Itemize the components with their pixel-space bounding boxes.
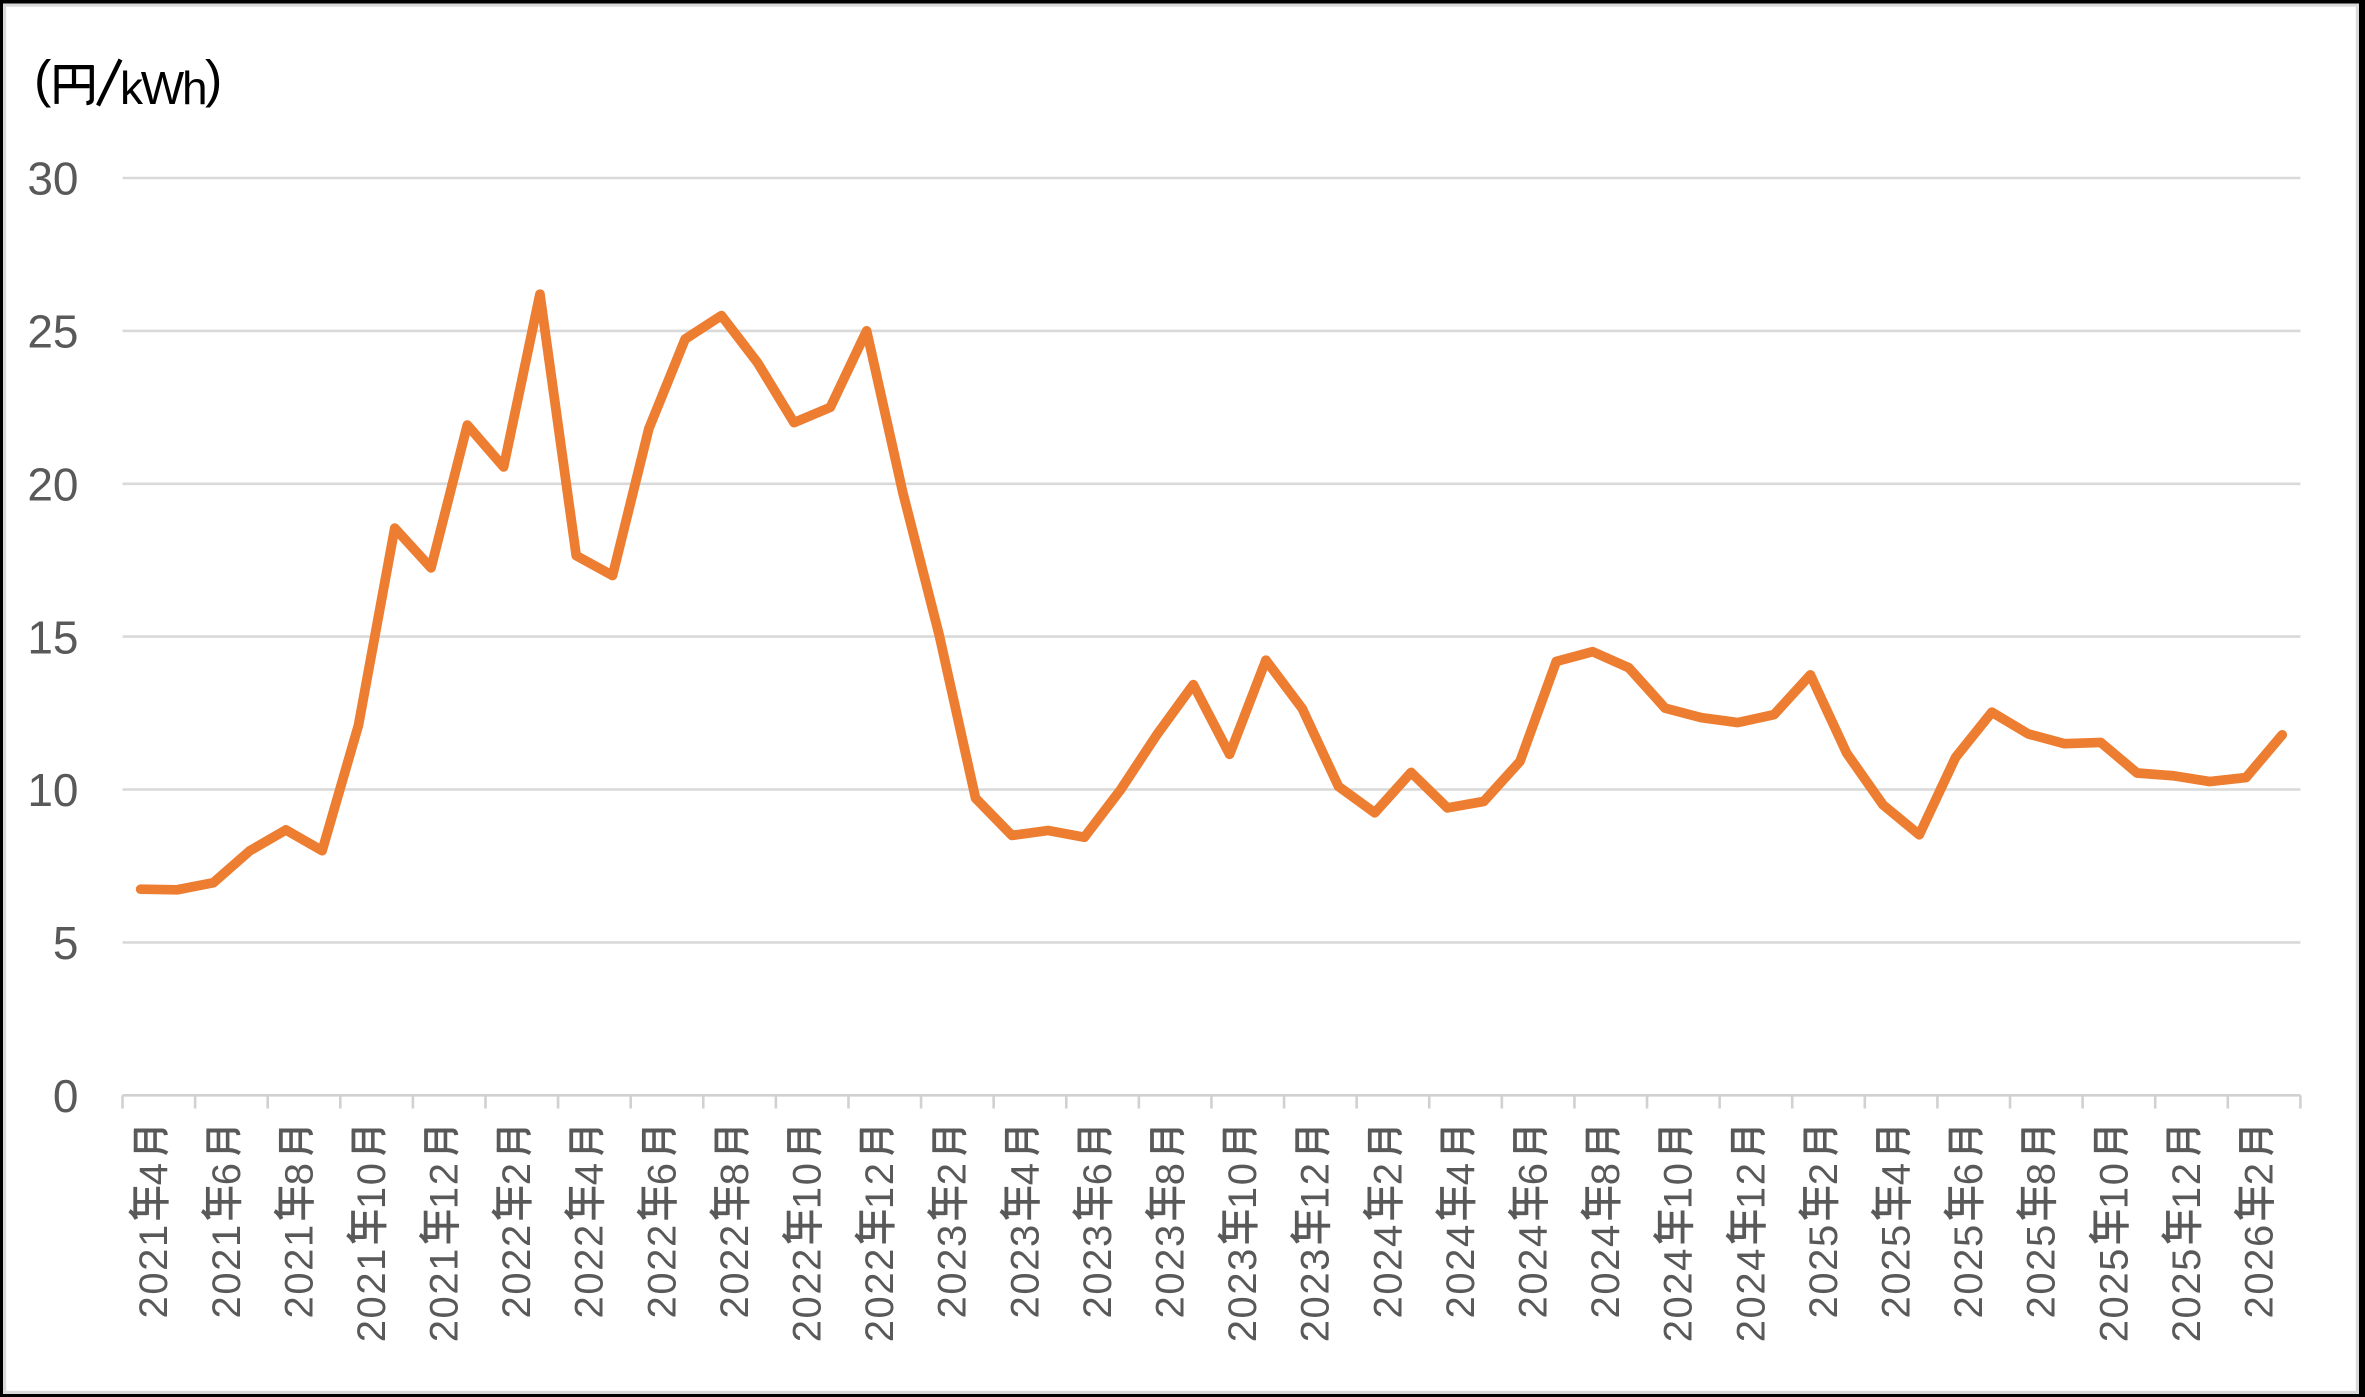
svg-text:12: 12 xyxy=(423,1161,467,1209)
svg-text:4: 4 xyxy=(132,1161,176,1185)
svg-text:8: 8 xyxy=(277,1161,321,1185)
svg-text:2023: 2023 xyxy=(931,1223,975,1318)
svg-text:): ) xyxy=(205,51,222,109)
svg-text:2026: 2026 xyxy=(2237,1223,2281,1318)
svg-text:4: 4 xyxy=(1439,1161,1483,1185)
svg-text:30: 30 xyxy=(27,153,78,205)
svg-text:4: 4 xyxy=(1874,1161,1918,1185)
svg-text:2: 2 xyxy=(1802,1161,1846,1185)
svg-text:2024: 2024 xyxy=(1366,1223,1410,1318)
svg-text:2021: 2021 xyxy=(205,1223,249,1318)
svg-text:10: 10 xyxy=(27,764,78,816)
svg-text:2: 2 xyxy=(2237,1161,2281,1185)
svg-text:6: 6 xyxy=(640,1161,684,1185)
svg-text:2024: 2024 xyxy=(1584,1223,1628,1318)
svg-text:4: 4 xyxy=(568,1161,612,1185)
svg-text:2025: 2025 xyxy=(2165,1247,2209,1342)
svg-text:10: 10 xyxy=(1657,1161,1701,1209)
svg-text:2023: 2023 xyxy=(1076,1223,1120,1318)
svg-text:2: 2 xyxy=(931,1161,975,1185)
svg-text:25: 25 xyxy=(27,306,78,358)
svg-text:8: 8 xyxy=(713,1161,757,1185)
svg-text:2021: 2021 xyxy=(132,1223,176,1318)
svg-text:2021: 2021 xyxy=(277,1223,321,1318)
svg-text:15: 15 xyxy=(27,611,78,663)
svg-text:2022: 2022 xyxy=(568,1223,612,1318)
svg-text:2023: 2023 xyxy=(1003,1223,1047,1318)
svg-text:2024: 2024 xyxy=(1439,1223,1483,1318)
svg-text:2025: 2025 xyxy=(1874,1223,1918,1318)
svg-text:0: 0 xyxy=(53,1070,79,1122)
svg-text:8: 8 xyxy=(1149,1161,1193,1185)
svg-text:8: 8 xyxy=(2020,1161,2064,1185)
svg-text:10: 10 xyxy=(1221,1161,1265,1209)
svg-text:12: 12 xyxy=(1729,1161,1773,1209)
svg-text:2025: 2025 xyxy=(1947,1223,1991,1318)
svg-text:2024: 2024 xyxy=(1511,1223,1555,1318)
svg-text:2023: 2023 xyxy=(1149,1223,1193,1318)
svg-text:2023: 2023 xyxy=(1221,1247,1265,1342)
svg-text:2022: 2022 xyxy=(786,1247,830,1342)
svg-text:2024: 2024 xyxy=(1657,1247,1701,1342)
svg-text:2024: 2024 xyxy=(1729,1247,1773,1342)
svg-text:2: 2 xyxy=(495,1161,539,1185)
svg-text:2023: 2023 xyxy=(1294,1247,1338,1342)
svg-text:2022: 2022 xyxy=(858,1247,902,1342)
svg-text:6: 6 xyxy=(1511,1161,1555,1185)
svg-text:kWh: kWh xyxy=(120,62,205,114)
svg-text:2021: 2021 xyxy=(423,1247,467,1342)
svg-text:2021: 2021 xyxy=(350,1247,394,1342)
svg-text:2025: 2025 xyxy=(2092,1247,2136,1342)
svg-text:2025: 2025 xyxy=(2020,1223,2064,1318)
svg-text:10: 10 xyxy=(350,1161,394,1209)
svg-text:(: ( xyxy=(34,51,52,109)
svg-text:2022: 2022 xyxy=(495,1223,539,1318)
svg-text:2022: 2022 xyxy=(713,1223,757,1318)
svg-text:6: 6 xyxy=(1076,1161,1120,1185)
svg-text:12: 12 xyxy=(2165,1161,2209,1209)
svg-text:8: 8 xyxy=(1584,1161,1628,1185)
svg-text:2025: 2025 xyxy=(1802,1223,1846,1318)
svg-text:2: 2 xyxy=(1366,1161,1410,1185)
svg-text:10: 10 xyxy=(786,1161,830,1209)
svg-text:20: 20 xyxy=(27,459,78,511)
svg-text:2022: 2022 xyxy=(640,1223,684,1318)
svg-text:12: 12 xyxy=(1294,1161,1338,1209)
svg-text:10: 10 xyxy=(2092,1161,2136,1209)
svg-text:5: 5 xyxy=(53,917,79,969)
svg-text:6: 6 xyxy=(1947,1161,1991,1185)
svg-text:4: 4 xyxy=(1003,1161,1047,1185)
svg-text:12: 12 xyxy=(858,1161,902,1209)
svg-text:6: 6 xyxy=(205,1161,249,1185)
